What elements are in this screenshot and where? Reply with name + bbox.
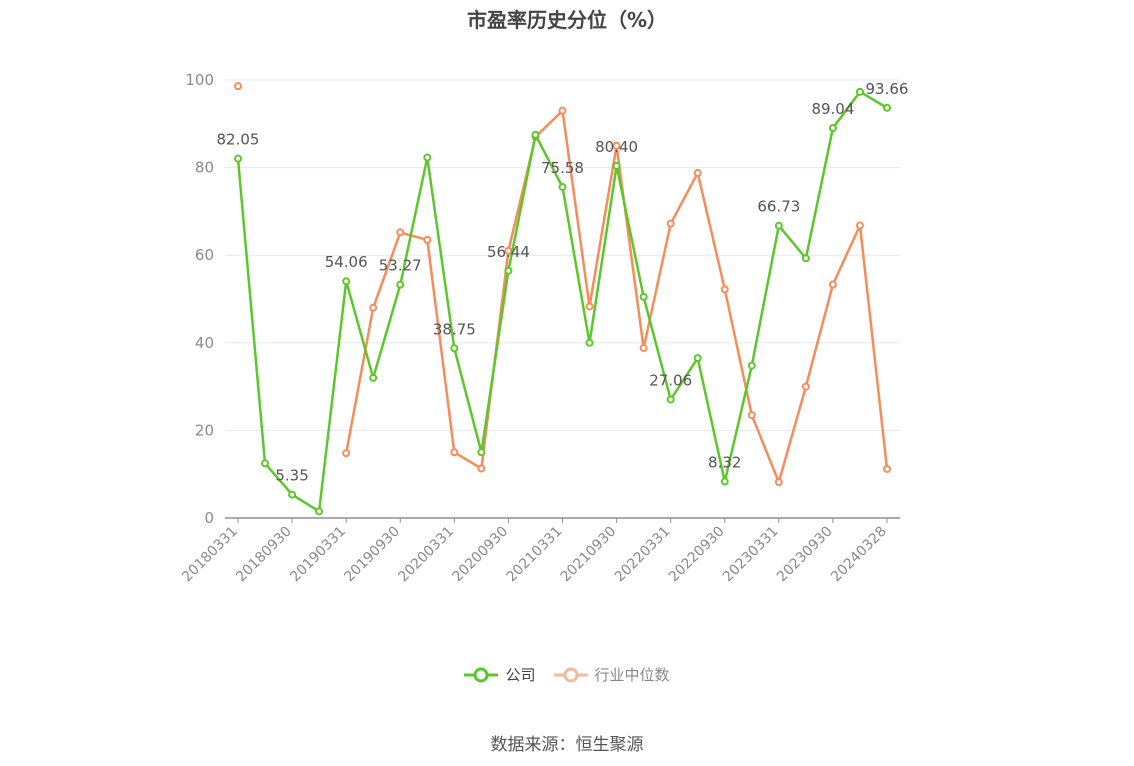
data-point [477, 448, 486, 457]
data-point [639, 292, 648, 301]
x-tick-label: 20240328 [828, 524, 890, 586]
legend-item-company[interactable]: 公司 [464, 664, 536, 685]
data-label: 5.35 [275, 467, 308, 485]
data-point [450, 448, 459, 457]
data-point [450, 344, 459, 353]
series-line [236, 90, 888, 513]
chart-title: 市盈率历史分位（%） [466, 8, 668, 32]
data-label: 82.05 [217, 131, 260, 149]
data-point [504, 266, 513, 275]
x-tick-label: 20230331 [720, 524, 782, 586]
data-point [612, 161, 621, 170]
y-tick-label: 40 [195, 334, 214, 352]
series-company [234, 87, 891, 516]
data-label: 75.58 [541, 159, 584, 177]
data-label: 56.44 [487, 243, 530, 261]
axes: 0 20 40 60 80 100 2018033120180930201903312019… [179, 71, 900, 585]
data-point [855, 221, 864, 230]
data-point [801, 254, 810, 263]
data-point [747, 361, 756, 370]
data-point [558, 182, 567, 191]
data-point [342, 449, 351, 458]
data-point [369, 303, 378, 312]
y-tick-label: 100 [185, 71, 214, 89]
data-point [396, 280, 405, 289]
data-label: 66.73 [757, 198, 800, 216]
data-point [774, 478, 783, 487]
data-label: 80.40 [595, 138, 638, 156]
data-point [288, 490, 297, 499]
data-point [828, 124, 837, 133]
x-tick-label: 20200331 [395, 524, 457, 586]
data-point [666, 219, 675, 228]
data-label: 93.66 [866, 80, 909, 98]
x-tick-label: 20190930 [341, 524, 403, 586]
data-point [883, 103, 891, 112]
series-layer [234, 82, 891, 516]
data-point [234, 82, 242, 91]
x-tick-label: 20220331 [612, 524, 674, 586]
data-point [883, 464, 891, 473]
legend-item-industry-median[interactable]: 行业中位数 [553, 664, 670, 685]
y-tick-label: 60 [195, 246, 214, 264]
data-point [693, 168, 702, 177]
x-tick-label: 20230930 [774, 524, 836, 586]
data-point [585, 302, 594, 311]
x-tick-label: 20210331 [504, 524, 566, 586]
data-label: 54.06 [325, 253, 368, 271]
x-tick-label: 20210930 [558, 524, 620, 586]
data-point [315, 507, 324, 516]
data-point [855, 87, 864, 96]
x-tick-label: 20200930 [450, 524, 512, 586]
legend-label-industry-median: 行业中位数 [594, 666, 670, 684]
data-label: 8.32 [708, 454, 741, 472]
x-tick-label: 20180331 [179, 524, 241, 586]
data-point [477, 464, 486, 473]
data-label: 53.27 [379, 257, 422, 275]
industry-median-legend-icon [553, 667, 588, 682]
data-point [369, 373, 378, 382]
data-point [612, 141, 621, 150]
data-point [585, 338, 594, 347]
legend-label-company: 公司 [505, 666, 536, 684]
x-tick-label: 20180930 [233, 524, 295, 586]
data-point [666, 395, 675, 404]
data-point [558, 106, 567, 115]
legend: 公司 行业中位数 [0, 664, 1134, 685]
x-tick-label: 20220930 [666, 524, 728, 586]
data-label: 89.04 [811, 100, 854, 118]
data-point [531, 130, 540, 139]
data-point [423, 235, 432, 244]
data-point [639, 344, 648, 353]
y-tick-label: 0 [204, 509, 214, 527]
data-point [342, 277, 351, 286]
data-point [423, 153, 432, 162]
data-point [720, 285, 729, 294]
data-point [234, 154, 242, 163]
company-legend-icon [464, 667, 499, 682]
series-industry-median [234, 82, 891, 487]
data-point [747, 411, 756, 420]
data-point [828, 280, 837, 289]
data-point [801, 382, 810, 391]
data-label: 38.75 [433, 320, 476, 338]
source-note: 数据来源：恒生聚源 [490, 735, 644, 755]
data-labels: 82.05 5.35 54.06 53.27 38.75 56.44 75.58 80.40 2… [217, 80, 909, 485]
data-point [261, 459, 270, 468]
y-tick-label: 80 [195, 159, 214, 177]
data-point [396, 228, 405, 237]
data-point [693, 354, 702, 363]
data-point [720, 477, 729, 486]
grid-lines [225, 79, 900, 431]
data-point [774, 221, 783, 230]
data-label: 27.06 [649, 371, 692, 389]
y-tick-label: 20 [195, 421, 214, 439]
x-tick-label: 20190331 [287, 524, 349, 586]
